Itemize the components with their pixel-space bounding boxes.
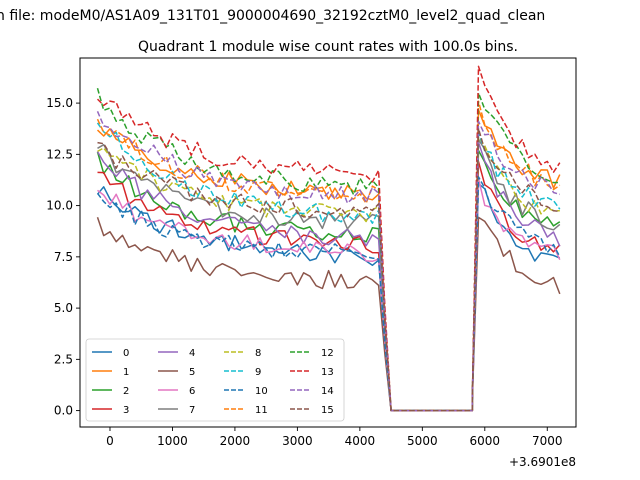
y-tick-label: 12.5 [46,147,73,161]
y-axis: 0.0 2.5 5.0 7.5 10.0 12.5 15.0 [46,96,80,418]
legend-label-4: 4 [189,348,195,359]
legend-label-9: 9 [255,367,261,378]
y-tick-label: 2.5 [54,352,73,366]
legend-label-0: 0 [123,348,129,359]
x-tick-label: 2000 [220,434,251,448]
x-tick-label: 4000 [345,434,376,448]
y-tick-label: 7.5 [54,250,73,264]
series-line-10 [96,176,561,412]
plot-frame [79,57,577,428]
y-tick-label: 0.0 [54,404,73,418]
y-tick-label: 5.0 [54,301,73,315]
series-line-2 [96,149,561,412]
series-line-3 [97,160,561,412]
series-line-0 [96,182,561,412]
x-tick-label: 1000 [157,434,188,448]
legend-label-10: 10 [255,386,268,397]
legend-label-5: 5 [189,367,195,378]
y-tick-label: 15.0 [46,96,73,110]
legend-label-12: 12 [321,348,334,359]
y-tick-label: 10.0 [46,199,73,213]
legend-label-15: 15 [321,405,334,416]
x-axis: 0 1000 2000 3000 4000 5000 6000 7000 [106,427,563,448]
legend-label-2: 2 [123,386,129,397]
series-line-15 [97,127,560,412]
series-line-12 [96,87,560,412]
series-line-1 [96,109,561,412]
series-line-4 [96,141,561,412]
series-line-7 [97,138,561,412]
series-line-6 [97,177,561,412]
series-layer [96,65,561,412]
legend-label-7: 7 [189,405,195,416]
chart-title: Quadrant 1 module wise count rates with … [138,39,518,55]
legend-label-14: 14 [321,386,334,397]
legend-label-1: 1 [123,367,129,378]
legend-label-8: 8 [255,348,261,359]
x-tick-label: 7000 [532,434,563,448]
x-tick-label: 5000 [407,434,438,448]
series-line-5 [96,216,561,412]
legend-label-6: 6 [189,386,195,397]
legend-label-3: 3 [123,405,129,416]
legend-label-13: 13 [321,367,334,378]
series-line-14 [96,111,561,412]
x-tick-label: 0 [106,434,114,448]
legend-label-11: 11 [255,405,268,416]
figure-suptitle: n file: modeM0/AS1A09_131T01_9000004690_… [0,8,545,24]
x-offset-label: +3.6901e8 [509,455,576,469]
legend-box [85,338,345,422]
series-line-11 [96,100,561,412]
x-tick-label: 3000 [282,434,313,448]
x-tick-label: 6000 [470,434,501,448]
series-line-13 [96,65,561,412]
